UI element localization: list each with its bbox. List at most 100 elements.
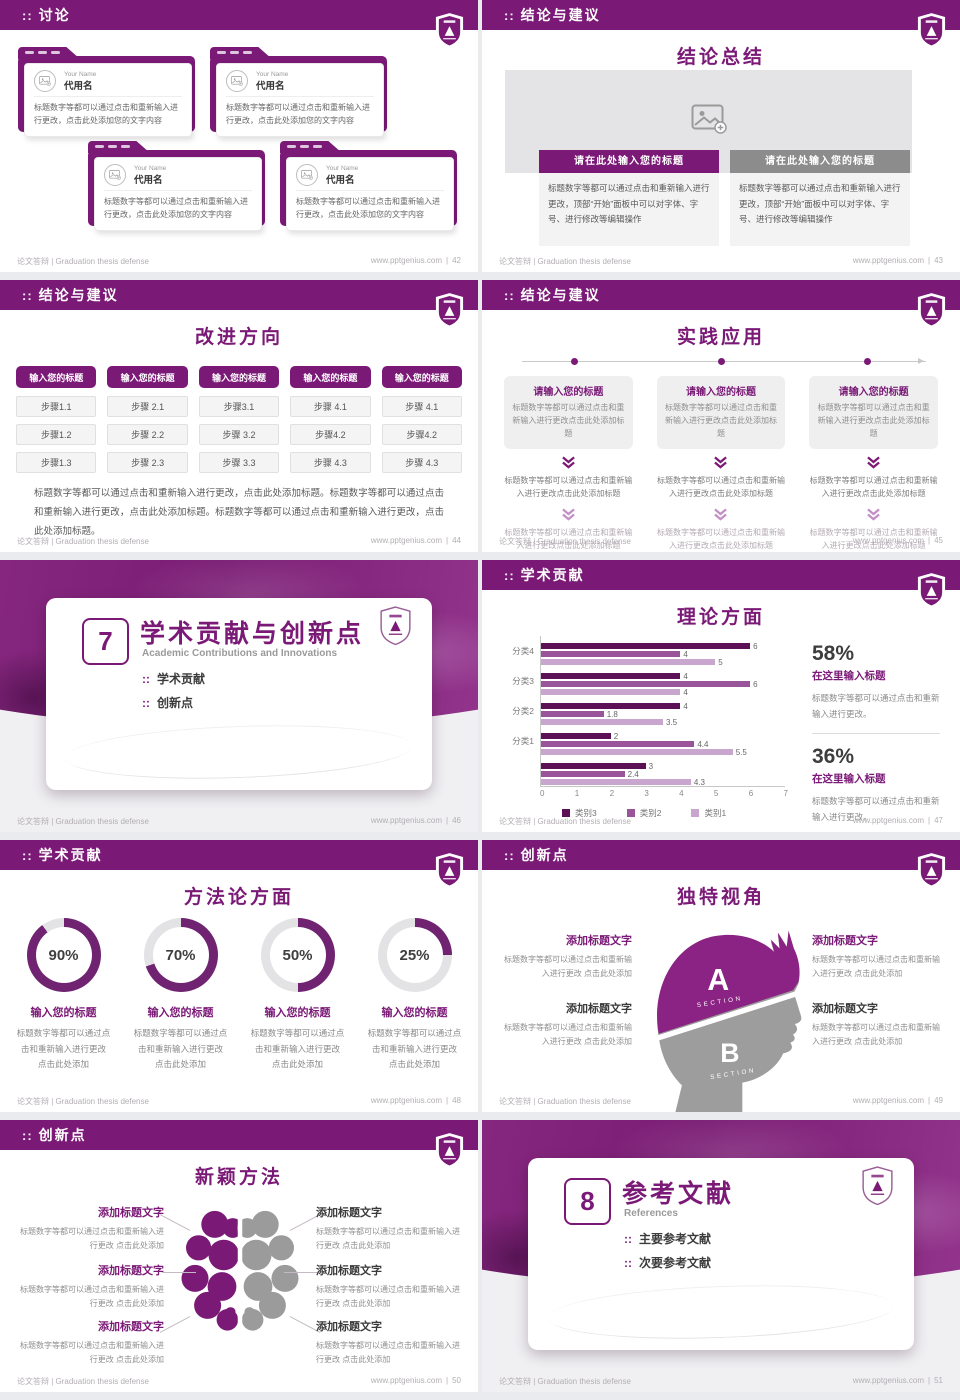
x-axis-ticks: 0 1 2 3 4 5 6 7 — [540, 789, 788, 798]
folder-inner-card: Your Name 代用名 标题数字等都可以通过点击和重新输入进行更改，点击此处… — [94, 157, 262, 231]
timeline-dot — [864, 358, 871, 365]
slide-46-section-7[interactable]: 7 学术贡献与创新点 Academic Contributions and In… — [0, 560, 478, 832]
footer-brand: 论文答辩 | Graduation thesis defense — [17, 1097, 149, 1106]
slide-43-conclusion-summary[interactable]: :: 结论与建议 结论总结 请在此处输入您的标题 请在此处输入您的标题 标题数字… — [482, 0, 960, 272]
stat-percent: 36% — [812, 745, 855, 769]
bar-value-label: 4 — [683, 671, 688, 681]
donut-title: 输入您的标题 — [147, 1007, 214, 1019]
footer-site: www.pptgenius.com | 47 — [853, 816, 943, 827]
folder-body-text: 标题数字等都可以通过点击和重新输入进行更改，点击此处添加您的文字内容 — [296, 197, 440, 220]
slide-48-methodology-donuts[interactable]: :: 学术贡献 方法论方面 90% 输入您的标题 标题数字等都可以通过点击和重新… — [0, 840, 478, 1112]
stat-body: 标题数字等都可以通过点击和重新输入进行更改。 — [812, 693, 940, 720]
legend-swatch — [691, 809, 700, 817]
slide-45-practical-application[interactable]: :: 结论与建议 实践应用 请输入您的标题 标题数字等都可以通过点击和重新输入进… — [482, 280, 960, 552]
slide-footer: 论文答辩 | Graduation thesis defense www.ppt… — [0, 816, 478, 827]
folder-body-text: 标题数字等都可以通过点击和重新输入进行更改，点击此处添加您的文字内容 — [34, 103, 178, 126]
bar-value-label: 2 — [613, 731, 619, 741]
text-block: 添加标题文字 标题数字等都可以通过点击和重新输入进行更改 点击此处添加 — [316, 1318, 466, 1368]
donut-ring: 90% — [26, 918, 101, 992]
slide-header-title: 创新点 — [38, 1127, 87, 1143]
slide-header-bar: :: 结论与建议 — [0, 280, 478, 310]
slide-49-unique-perspective[interactable]: :: 创新点 独特视角 A SECTION B SECTION 添加标题文字 标… — [482, 840, 960, 1112]
slide-header-bar: :: 结论与建议 — [482, 0, 960, 30]
bar — [541, 673, 681, 679]
footer-separator: | — [446, 816, 449, 825]
slide-footer: 论文答辩 | Graduation thesis defense www.ppt… — [482, 816, 960, 827]
steps-table: 输入您的标题 输入您的标题 输入您的标题 输入您的标题 输入您的标题 步骤1.1 步骤1.… — [16, 366, 462, 473]
section-card — [46, 598, 432, 790]
divider — [812, 733, 940, 735]
bar — [541, 659, 716, 665]
timeline-mid-text: 标题数字等都可以通过点击和重新输入进行更改点击此处添加标题 — [656, 475, 785, 499]
bar — [541, 711, 604, 717]
donut-body: 标题数字等都可以通过点击和重新输入进行更改 点击此处添加 — [16, 1028, 111, 1070]
bar-value-label: 3.5 — [666, 717, 678, 727]
avatar — [296, 164, 318, 186]
avatar — [226, 70, 248, 92]
x-tick-label: 7 — [783, 789, 788, 798]
step-cell: 步骤1.3 — [16, 452, 97, 473]
bar — [541, 681, 751, 687]
footer-brand: 论文答辩 | Graduation thesis defense — [499, 537, 631, 546]
footer-url: www.pptgenius.com — [852, 256, 925, 265]
x-tick-label: 3 — [644, 789, 649, 798]
section-marker-icon: :: — [22, 7, 33, 23]
university-shield-icon — [916, 12, 947, 49]
donut-item: 25% 输入您的标题 标题数字等都可以通过点击和重新输入进行更改 点击此处添加 — [363, 918, 466, 1073]
step-cell: 步骤4.2 — [381, 424, 462, 445]
block-title: 添加标题文字 — [566, 935, 632, 947]
bar-row: 2.4 — [541, 769, 785, 779]
timeline-mid-text: 标题数字等都可以通过点击和重新输入进行更改点击此处添加标题 — [809, 475, 938, 499]
stat-block: 58% 在这里输入标题 标题数字等都可以通过点击和重新输入进行更改。 — [812, 642, 940, 722]
timeline-box: 请输入您的标题 标题数字等都可以通过点击和重新输入进行更改点击此处添加标题 — [809, 376, 938, 449]
page-title: 改进方向 — [194, 327, 283, 348]
section-bullet: :: 学术贡献 — [142, 670, 205, 687]
section-bullet-list: :: 学术贡献 :: 创新点 — [142, 670, 205, 718]
bar-value-label: 5.5 — [735, 747, 747, 757]
footer-separator: | — [446, 256, 449, 265]
slide-header-title: 学术贡献 — [38, 847, 103, 863]
block-body: 标题数字等都可以通过点击和重新输入进行更改 点击此处添加 — [316, 1285, 460, 1309]
page-title: 新颖方法 — [194, 1167, 283, 1188]
slide-42-discussion[interactable]: :: 讨论 Your Name 代用名 — [0, 0, 478, 272]
step-cell: 步骤 4.3 — [290, 452, 371, 473]
slide-header-title: 学术贡献 — [520, 567, 585, 583]
folder-tab-dots-icon — [25, 51, 34, 54]
footer-brand: 论文答辩 | Graduation thesis defense — [499, 1377, 631, 1386]
page-number: 43 — [934, 256, 943, 265]
bar — [541, 703, 681, 709]
slide-51-section-8[interactable]: 8 参考文献 References :: 主要参考文献 :: 次要参考文献 论文答辩… — [482, 1120, 960, 1392]
folder-tab-dots-icon — [217, 51, 226, 54]
double-chevron-down-icon — [713, 508, 728, 521]
bullet-label: 学术贡献 — [157, 672, 206, 686]
slide-44-improvement-directions[interactable]: :: 结论与建议 改进方向 输入您的标题 输入您的标题 输入您的标题 输入您的标题 输入… — [0, 280, 478, 552]
step-cell: 步骤 4.1 — [290, 396, 371, 417]
slide-header-bar: :: 学术贡献 — [0, 840, 478, 870]
step-cell: 步骤 4.1 — [381, 396, 462, 417]
x-tick-label: 0 — [540, 789, 545, 798]
chart-legend: 类别3 类别2 类别1 — [562, 807, 805, 819]
university-shield-icon — [434, 292, 465, 329]
folder-inner-card: Your Name 代用名 标题数字等都可以通过点击和重新输入进行更改，点击此处… — [286, 157, 454, 231]
slide-footer: 论文答辩 | Graduation thesis defense www.ppt… — [0, 256, 478, 267]
block-title: 添加标题文字 — [566, 1003, 632, 1015]
step-cell: 步骤3.1 — [198, 396, 280, 417]
page-number: 50 — [452, 1376, 461, 1385]
connector-line — [162, 1272, 196, 1273]
footer-url: www.pptgenius.com — [370, 256, 443, 265]
category-axis: 分类4 分类3 分类2 分类1 — [500, 636, 540, 787]
page-number: 45 — [934, 536, 943, 545]
bar-value-label: 2.4 — [627, 769, 639, 779]
slide-47-theory-chart[interactable]: :: 学术贡献 理论方面 分类4 分类3 分类2 分类1 6 — [482, 560, 960, 832]
bar-row: 6 — [541, 680, 785, 689]
bar-row: 4.3 — [541, 778, 785, 787]
bar-row: 4 — [541, 702, 785, 711]
university-shield-icon — [434, 1132, 465, 1169]
slide-50-novel-method[interactable]: :: 创新点 新颖方法 添加标题文字 标题数字等都可以通过点击和重新 — [0, 1120, 478, 1392]
slide-header-bar: :: 学术贡献 — [482, 560, 960, 590]
slide-header-title: 讨论 — [38, 7, 71, 23]
legend-item: 类别2 — [626, 807, 661, 819]
bar-row: 4 — [541, 671, 785, 681]
folder-tab-dots-icon — [95, 145, 104, 148]
